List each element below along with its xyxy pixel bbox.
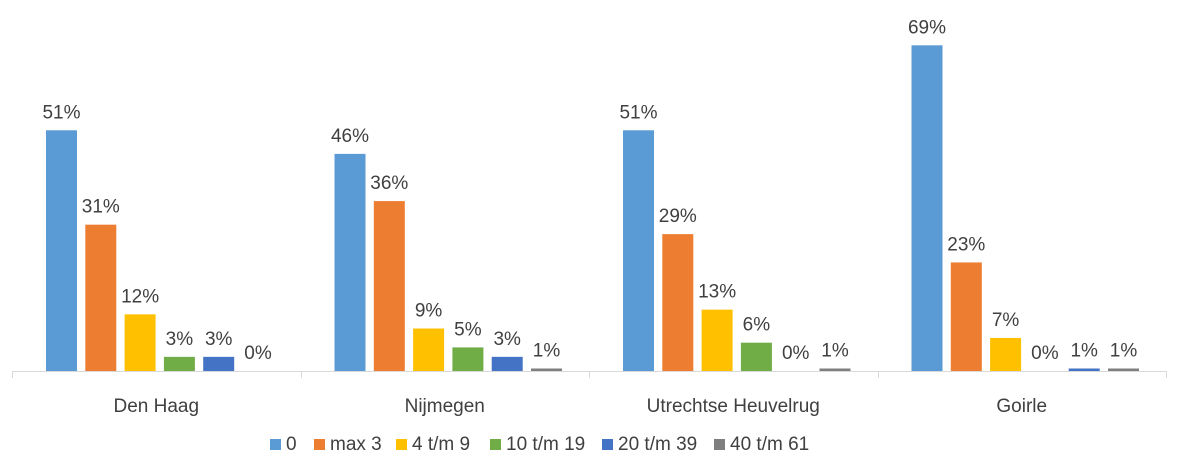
legend-label: 20 t/m 39 — [618, 434, 697, 455]
legend-swatch — [270, 439, 281, 450]
data-label: 5% — [454, 319, 482, 340]
legend-label: max 3 — [330, 434, 382, 455]
bar-4-t-m-9-nijmegen — [413, 328, 445, 371]
bar-max-3-utrechtse-heuvelrug — [662, 234, 694, 371]
data-label: 0% — [244, 343, 272, 364]
bar-4-t-m-9-utrechtse-heuvelrug — [701, 309, 733, 371]
bar-0-nijmegen — [334, 153, 366, 371]
data-label: 3% — [205, 329, 233, 350]
category-label: Den Haag — [113, 396, 199, 417]
bar-max-3-den-haag — [85, 224, 117, 371]
data-label: 6% — [743, 315, 771, 336]
category-label: Utrechtse Heuvelrug — [647, 396, 820, 417]
data-label: 3% — [166, 329, 194, 350]
bar-max-3-goirle — [950, 262, 982, 371]
data-label: 1% — [1070, 341, 1098, 362]
bar-40-t-m-61-nijmegen — [531, 368, 562, 371]
data-label: 46% — [331, 126, 369, 147]
legend-label: 4 t/m 9 — [412, 434, 470, 455]
bar-4-t-m-9-goirle — [990, 337, 1022, 371]
legend-swatch — [490, 439, 501, 450]
data-label: 36% — [370, 173, 408, 194]
bar-10-t-m-19-nijmegen — [452, 347, 484, 371]
bar-0-goirle — [911, 45, 943, 371]
data-label: 0% — [1031, 343, 1059, 364]
category-label: Goirle — [996, 396, 1047, 417]
bar-20-t-m-39-goirle — [1068, 368, 1100, 371]
legend-swatch — [602, 439, 613, 450]
data-label: 1% — [1110, 341, 1138, 362]
data-label: 0% — [782, 343, 810, 364]
legend-swatch — [396, 439, 407, 450]
data-label: 3% — [493, 329, 521, 350]
bar-40-t-m-61-goirle — [1108, 368, 1139, 371]
data-label: 12% — [121, 286, 159, 307]
legend-swatch — [714, 439, 725, 450]
legend-label: 10 t/m 19 — [506, 434, 585, 455]
data-label: 13% — [698, 282, 736, 303]
data-label: 1% — [821, 341, 849, 362]
data-label: 7% — [992, 310, 1020, 331]
legend-label: 0 — [286, 434, 297, 455]
data-label: 9% — [415, 301, 443, 322]
data-label: 51% — [42, 102, 80, 123]
category-label: Nijmegen — [405, 396, 485, 417]
bar-20-t-m-39-den-haag — [203, 356, 235, 371]
bar-0-den-haag — [46, 130, 77, 371]
bar-10-t-m-19-den-haag — [163, 356, 195, 371]
legend-swatch — [314, 439, 325, 450]
bar-0-utrechtse-heuvelrug — [623, 130, 654, 371]
bar-20-t-m-39-nijmegen — [491, 356, 523, 371]
bar-max-3-nijmegen — [373, 201, 405, 371]
bar-4-t-m-9-den-haag — [124, 314, 156, 371]
bar-10-t-m-19-utrechtse-heuvelrug — [740, 342, 772, 371]
data-label: 51% — [619, 102, 657, 123]
data-label: 31% — [82, 197, 120, 218]
bar-40-t-m-61-utrechtse-heuvelrug — [819, 368, 851, 371]
data-label: 1% — [533, 341, 561, 362]
data-label: 23% — [947, 234, 985, 255]
data-label: 29% — [659, 206, 697, 227]
legend-label: 40 t/m 61 — [730, 434, 809, 455]
data-label: 69% — [908, 17, 946, 38]
